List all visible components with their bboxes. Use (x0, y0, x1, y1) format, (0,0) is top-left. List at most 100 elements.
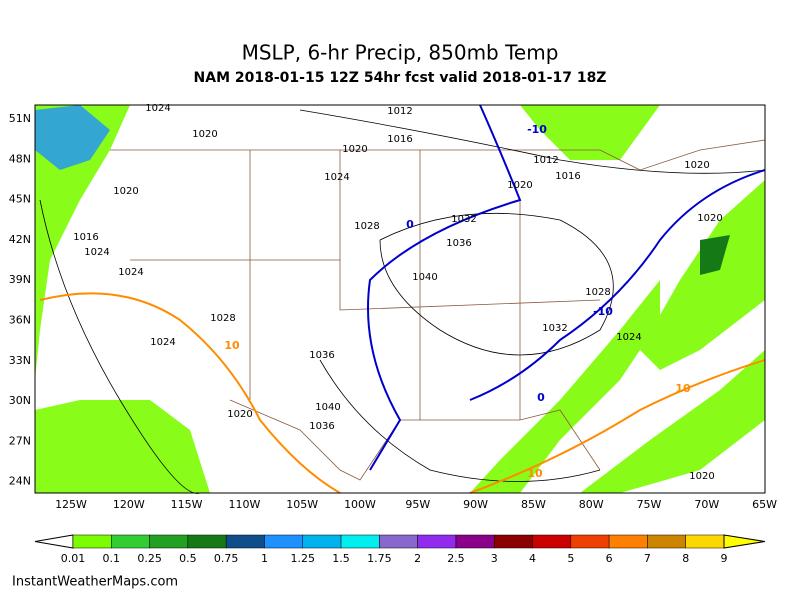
isobar-label: 1020 (227, 409, 252, 420)
colorbar-box (570, 534, 610, 549)
precip-area (520, 105, 660, 160)
colorbar-box (493, 534, 533, 549)
colorbar-label: 5 (567, 552, 574, 565)
isobar-label: 1024 (145, 103, 170, 114)
precip-heavy (700, 235, 730, 275)
isobar-label: 1040 (315, 402, 340, 413)
lat-label: 27N (9, 434, 31, 447)
lat-label: 24N (9, 475, 31, 488)
lon-label: 120W (113, 498, 145, 511)
isotherm-label: 0 (537, 391, 545, 404)
colorbar-label: 4 (529, 552, 536, 565)
colorbar-label: 9 (721, 552, 728, 565)
border (130, 259, 601, 311)
isobar (319, 359, 601, 482)
colorbar-label: 8 (682, 552, 689, 565)
colorbar-box (149, 534, 189, 549)
lat-label: 39N (9, 273, 31, 286)
colorbar-label: 0.75 (214, 552, 239, 565)
colorbar-box (302, 534, 342, 549)
colorbar-box (647, 534, 686, 549)
isobar-label: 1020 (684, 160, 709, 171)
isobar-label: 1020 (342, 144, 367, 155)
credit: InstantWeatherMaps.com (12, 575, 178, 590)
colorbar-box (685, 534, 725, 549)
colorbar-label: 1.5 (332, 552, 350, 565)
lon-label: 100W (344, 498, 376, 511)
isotherm-label: 10 (675, 382, 691, 395)
colorbar-label: 0.01 (61, 552, 86, 565)
isobar-label: 1016 (73, 232, 98, 243)
colorbar-label: 0.25 (137, 552, 162, 565)
isobar-label: 1020 (507, 180, 532, 191)
precip-areas (35, 105, 765, 493)
colorbar-box (340, 534, 380, 549)
lon-label: 75W (637, 498, 662, 511)
colorbar-box (187, 534, 227, 549)
isobar-label: 1032 (542, 323, 567, 334)
colorbar-label: 0.5 (179, 552, 197, 565)
border (249, 150, 521, 420)
lon-label: 115W (171, 498, 203, 511)
colorbar-box (608, 534, 648, 549)
isobar (299, 109, 766, 174)
precip-area (35, 400, 210, 493)
isobars (39, 109, 766, 494)
precip-area (580, 350, 765, 493)
isobar-label: 1020 (697, 213, 722, 224)
lon-label: 70W (694, 498, 719, 511)
colorbar-box (455, 534, 495, 549)
colorbar-label: 0.1 (103, 552, 121, 565)
isotherm (469, 169, 766, 401)
isotherm-label: -10 (527, 123, 547, 136)
lon-label: 105W (286, 498, 318, 511)
isotherm-label: 10 (224, 339, 240, 352)
colorbar-box (225, 534, 265, 549)
colorbar-label: 6 (606, 552, 613, 565)
isobar-label: 1036 (309, 421, 334, 432)
isobar-label: 1028 (210, 313, 235, 324)
isotherm (469, 359, 766, 494)
isotherm-label: 0 (406, 218, 414, 231)
lon-label: 90W (463, 498, 488, 511)
colorbar-label: 1.75 (367, 552, 392, 565)
isobar-label: 1040 (412, 272, 437, 283)
colorbar-box (379, 534, 418, 549)
colorbar-label: 3 (491, 552, 498, 565)
colorbar-end (34, 534, 74, 549)
isobar-label: 1016 (555, 171, 580, 182)
precip-area (640, 180, 765, 370)
lat-label: 48N (9, 152, 31, 165)
isobar-label: 1016 (387, 134, 412, 145)
isobar-label: 1024 (84, 247, 109, 258)
lon-label: 85W (521, 498, 546, 511)
isotherm (367, 104, 522, 471)
isobar-label: 1024 (616, 332, 641, 343)
isobar-label: 1020 (192, 129, 217, 140)
colorbar-box (417, 534, 457, 549)
lon-label: 125W (55, 498, 87, 511)
colorbar-label: 2.5 (447, 552, 465, 565)
isobar-label: 1020 (689, 471, 714, 482)
isobar-label: 1028 (354, 221, 379, 232)
lat-label: 36N (9, 314, 31, 327)
colorbar-label: 1 (261, 552, 268, 565)
colorbar-box (264, 534, 304, 549)
lat-label: 45N (9, 193, 31, 206)
colorbar-box (72, 534, 112, 549)
isobar-label: 1024 (324, 172, 349, 183)
isobar (39, 199, 201, 494)
lat-label: 51N (9, 112, 31, 125)
colorbar-box (532, 534, 572, 549)
precip-heavy (35, 105, 110, 170)
isobar-label: 1012 (533, 155, 558, 166)
subtitle: NAM 2018-01-15 12Z 54hr fcst valid 2018-… (194, 70, 607, 86)
lon-label: 110W (228, 498, 260, 511)
colorbar-label: 7 (644, 552, 651, 565)
isotherms (39, 104, 766, 494)
colorbar-end (723, 534, 766, 549)
border (229, 399, 601, 481)
lon-label: 95W (405, 498, 430, 511)
isobar-label: 1024 (150, 337, 175, 348)
